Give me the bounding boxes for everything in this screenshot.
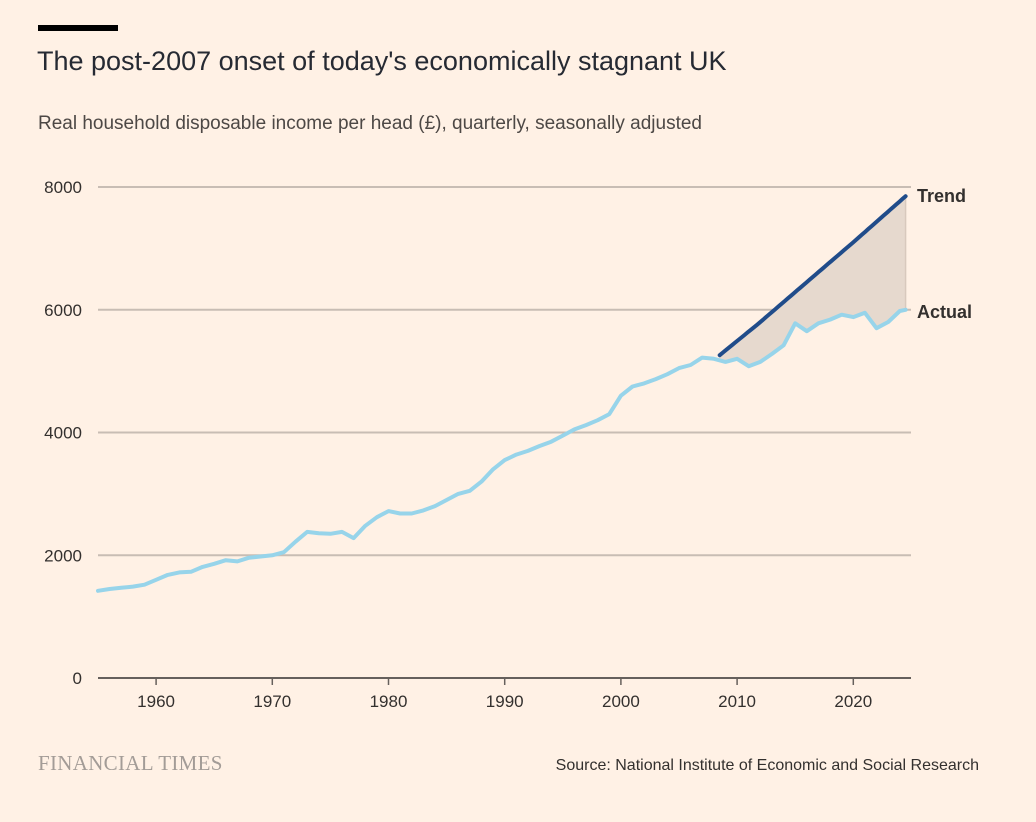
y-tick-label-4000: 4000 [44,424,82,443]
x-tick-label-1990: 1990 [486,692,524,711]
x-tick-label-2010: 2010 [718,692,756,711]
y-tick-label-0: 0 [73,669,82,688]
x-tick-label-1960: 1960 [137,692,175,711]
y-tick-label-2000: 2000 [44,546,82,565]
x-tick-label-1980: 1980 [370,692,408,711]
series-line-actual [96,307,908,593]
axes: 0 2000 4000 6000 8000 1960 1970 1980 1990 2000 201… [44,178,911,711]
y-tick-label-8000: 8000 [44,178,82,197]
x-tick-label-2000: 2000 [602,692,640,711]
chart-subtitle: Real household disposable income per hea… [38,113,702,134]
gridlines [98,186,911,557]
chart-title: The post-2007 onset of today's economica… [37,46,727,76]
y-tick-label-6000: 6000 [44,301,82,320]
series-label-actual: Actual [917,302,972,322]
x-tick-label-1970: 1970 [253,692,291,711]
source-note: Source: National Institute of Economic a… [555,757,979,774]
series-labels: Trend Actual [917,186,972,322]
top-accent-bar [38,25,118,31]
series-line-trend [717,194,908,358]
series-lines [96,194,908,593]
financial-times-logo: FINANCIAL TIMES [38,751,223,775]
x-tick-label-2020: 2020 [834,692,872,711]
series-label-trend: Trend [917,186,966,206]
